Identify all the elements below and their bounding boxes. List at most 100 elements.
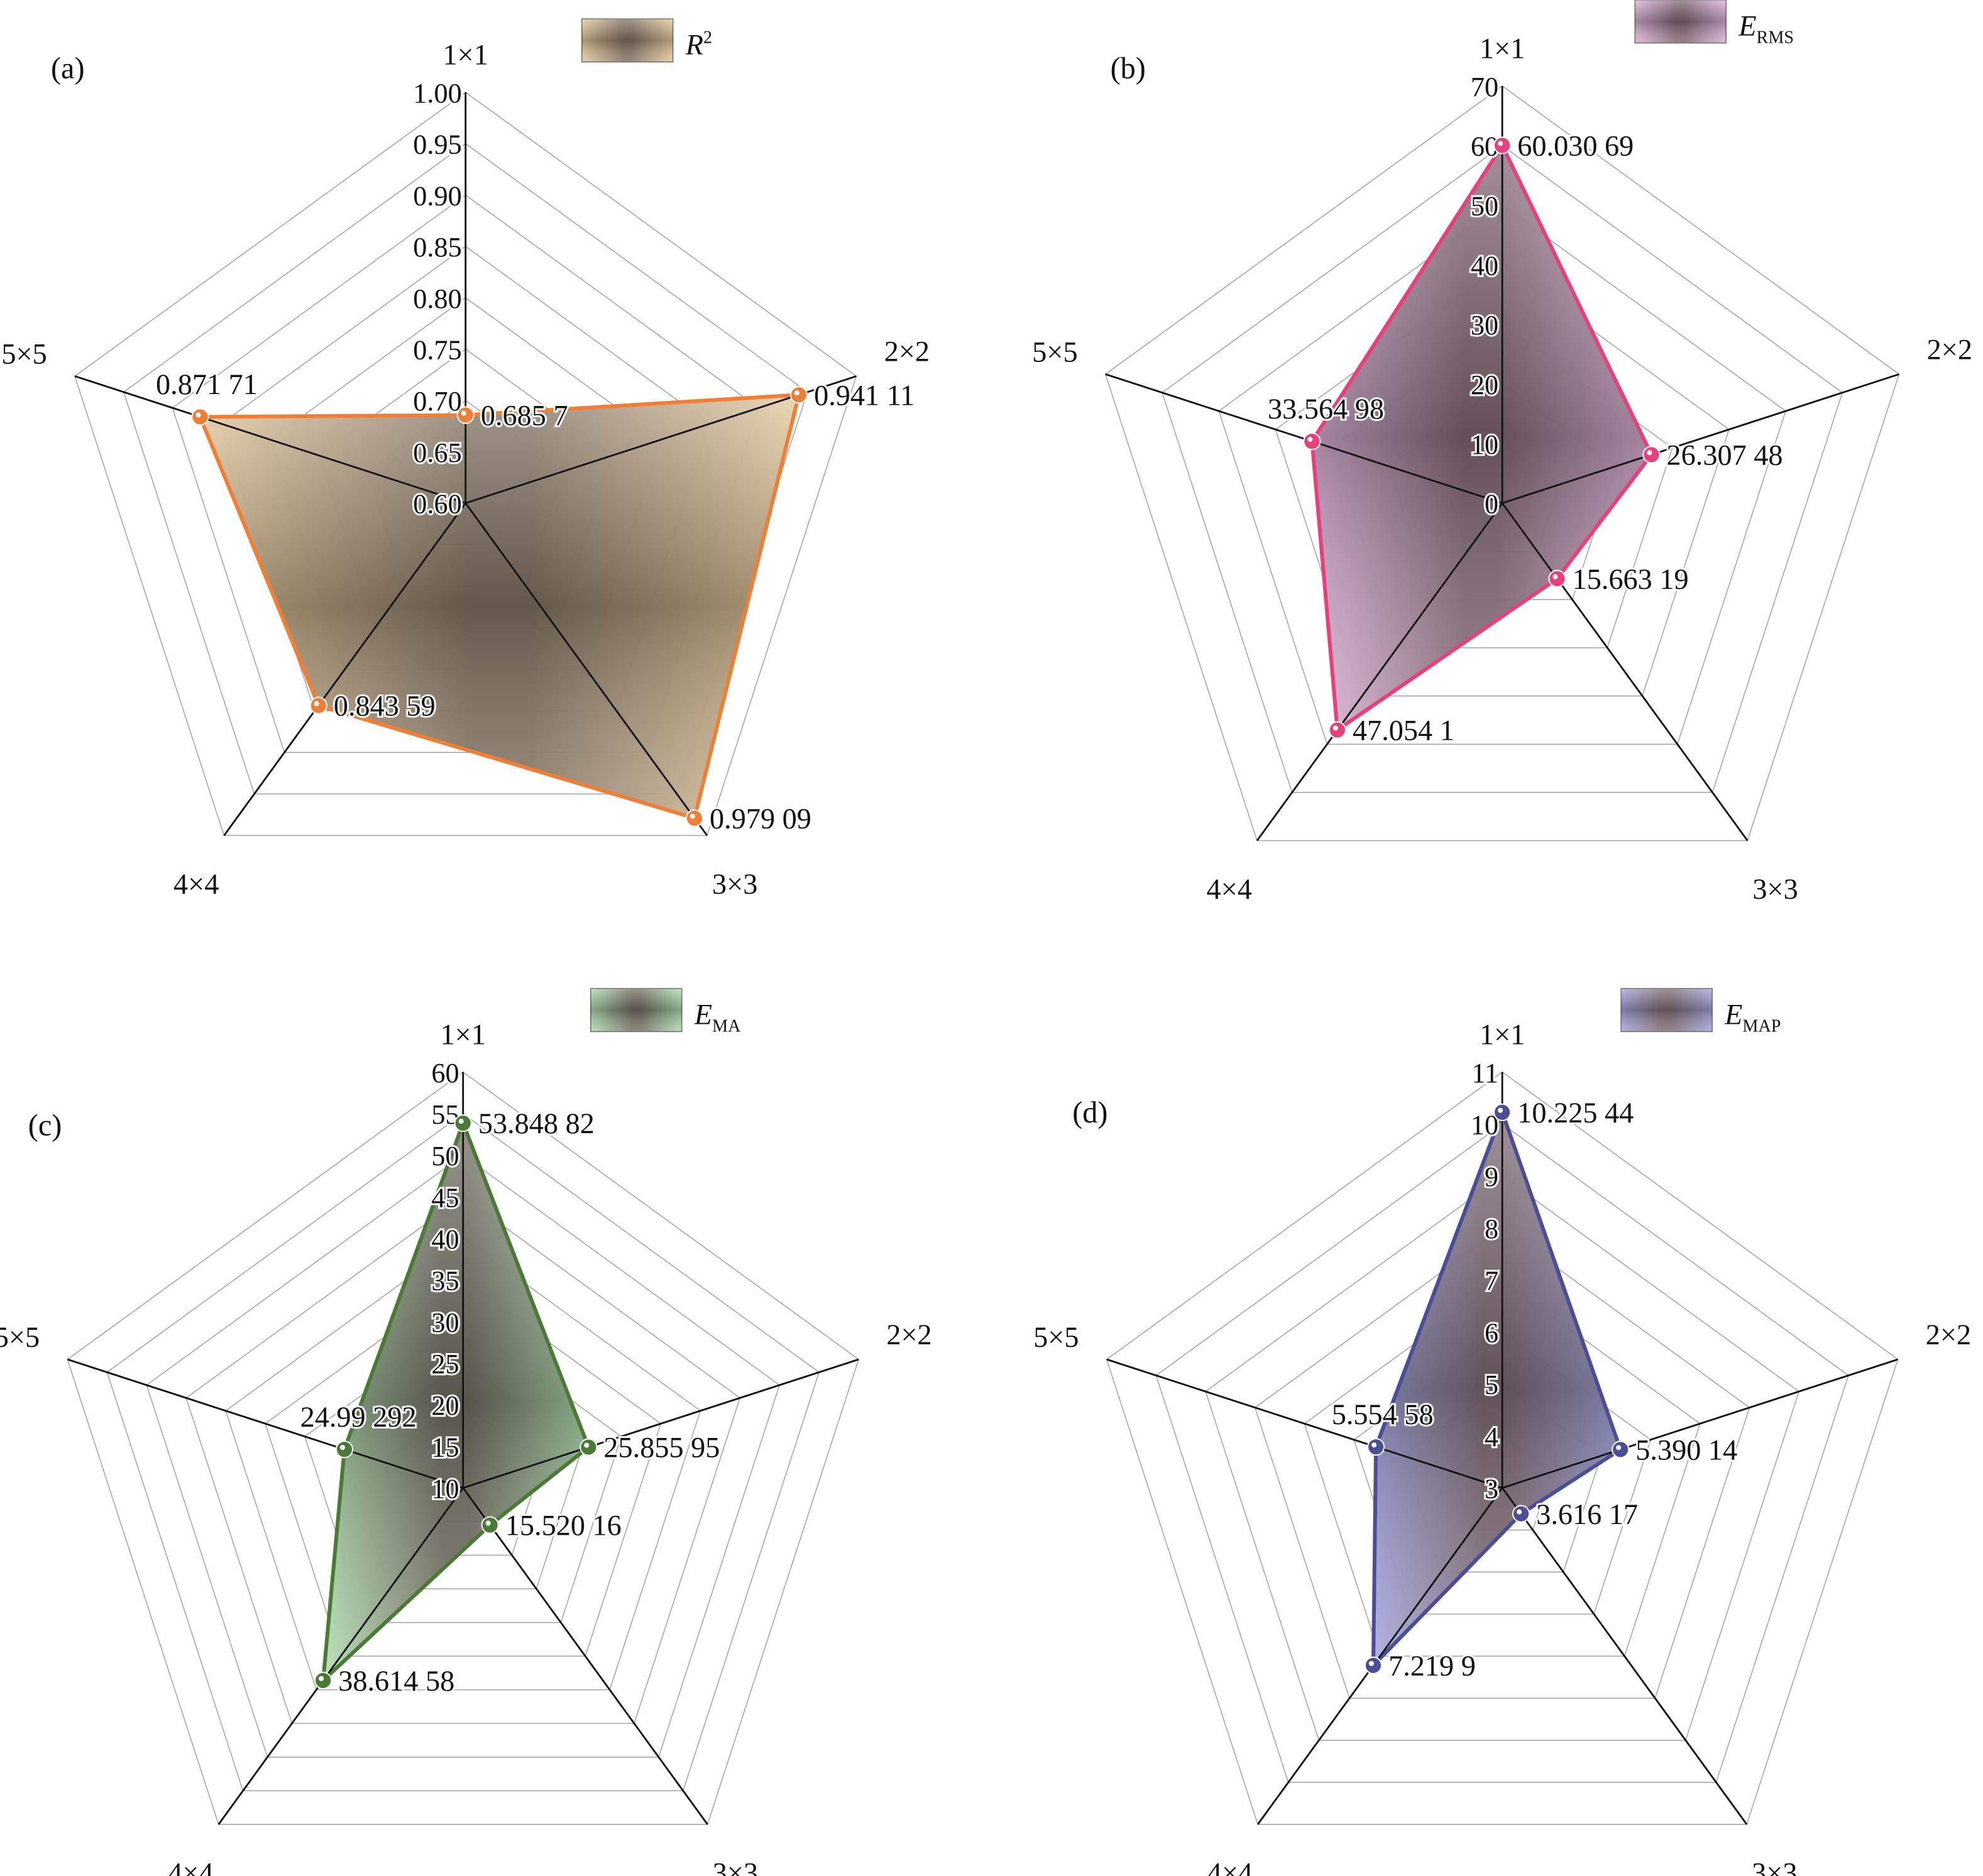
axis-line-2×2	[1502, 1358, 1898, 1489]
data-point-highlight	[1552, 574, 1558, 579]
data-point-highlight	[458, 1119, 464, 1124]
legend-sub: MA	[712, 1016, 741, 1036]
tick-label: 10	[431, 1474, 459, 1505]
data-point	[685, 809, 703, 827]
data-point-highlight	[1517, 1509, 1522, 1515]
data-point	[454, 1114, 472, 1133]
value-label: 0.979 09	[710, 803, 811, 835]
category-label: 5×5	[1032, 336, 1077, 368]
data-point-highlight	[1498, 141, 1503, 146]
legend-sup: 2	[703, 28, 712, 47]
data-point	[1364, 1656, 1383, 1674]
grid-ring	[304, 1320, 622, 1623]
series-outline	[321, 1121, 591, 1682]
category-label: 3×3	[713, 1857, 758, 1876]
tick-label: 40	[431, 1224, 459, 1255]
legend-label: EMAP	[1724, 999, 1781, 1036]
tick-label: 35	[431, 1266, 459, 1297]
data-point-highlight	[314, 701, 319, 706]
tick-label: 60	[1471, 131, 1498, 162]
grid-ring	[185, 1196, 741, 1725]
category-label: 2×2	[1927, 334, 1972, 366]
value-label: 33.564 98	[1268, 393, 1384, 425]
category-label: 1×1	[443, 40, 488, 72]
axis-line-3×3	[462, 1487, 708, 1825]
data-point	[1612, 1440, 1630, 1459]
tick-label: 30	[1471, 310, 1498, 341]
data-point-highlight	[1307, 437, 1313, 442]
tick-label: 3	[1485, 1474, 1498, 1505]
legend-main: E	[1724, 999, 1742, 1031]
category-label: 2×2	[886, 1319, 931, 1351]
legend-sub: RMS	[1757, 28, 1794, 47]
tick-label: 10	[1471, 429, 1498, 460]
axis-line-3×3	[1501, 1487, 1748, 1825]
panel-label: (a)	[51, 52, 85, 85]
category-label: 4×4	[1207, 874, 1252, 906]
value-label: 26.307 48	[1667, 440, 1783, 472]
value-label: 0.871 71	[156, 369, 258, 401]
value-label: 60.030 69	[1517, 130, 1634, 162]
data-point-highlight	[794, 390, 799, 396]
tick-label: 0.85	[413, 232, 461, 263]
axis-line-2×2	[1502, 373, 1899, 504]
category-label: 5×5	[1, 338, 47, 370]
value-label: 7.219 9	[1388, 1650, 1476, 1682]
value-label: 25.855 95	[603, 1432, 720, 1464]
grid-ring	[1304, 1279, 1701, 1657]
radar-panel-0: 1×1 2×2 3×3 4×4 5×5 0.60 0.65 0.70 0.75 0.80 0.85 0…	[1, 18, 930, 901]
data-point	[314, 1671, 332, 1689]
axis-line-4×4	[223, 502, 466, 837]
value-label: 53.848 82	[478, 1108, 595, 1140]
data-point-highlight	[1368, 1660, 1374, 1666]
grid-ring	[1106, 1071, 1899, 1825]
data-point	[789, 386, 808, 404]
data-point	[1642, 446, 1661, 464]
panel-label: (c)	[28, 1109, 62, 1142]
grid-ring	[123, 143, 808, 795]
axis-line-5×5	[74, 375, 466, 504]
grid-ring	[1353, 1331, 1652, 1615]
grid-ring	[1275, 264, 1730, 697]
tick-label: 0.80	[413, 283, 461, 314]
data-point	[1493, 1103, 1512, 1121]
category-label: 5×5	[0, 1322, 40, 1354]
value-label: 0.843 59	[334, 691, 436, 723]
tick-label: 40	[1471, 250, 1498, 281]
data-point	[456, 406, 475, 424]
axis-line-5×5	[1106, 1358, 1503, 1489]
grid-ring	[1162, 145, 1843, 793]
grid-ring	[74, 91, 857, 837]
grid-ring	[106, 1112, 820, 1792]
legend-swatch-shade	[1621, 988, 1713, 1032]
value-label: 38.614 58	[338, 1665, 454, 1698]
legend-swatch-shade	[590, 988, 682, 1032]
tick-label: 0.95	[413, 129, 461, 160]
tick-label: 50	[1471, 191, 1498, 222]
data-point-highlight	[1498, 1107, 1503, 1113]
legend-label: EMA	[694, 999, 741, 1036]
data-point	[481, 1516, 499, 1534]
legend-sub: MAP	[1742, 1016, 1781, 1036]
grid-ring	[67, 1071, 860, 1825]
tick-label: 60	[431, 1058, 459, 1089]
radar-panel-2: 1×12×23×34×45×5101520253035404550556053.…	[0, 988, 932, 1876]
data-point-highlight	[584, 1442, 590, 1448]
legend-main: E	[1738, 10, 1756, 42]
data-point	[1493, 136, 1512, 155]
legend-label: R2	[685, 28, 712, 61]
tick-label: 45	[431, 1182, 459, 1213]
series-outline	[1310, 143, 1654, 732]
legend-label: ERMS	[1738, 10, 1794, 47]
data-point	[1367, 1438, 1385, 1456]
category-label: 4×4	[168, 1857, 213, 1876]
axis-line-3×3	[1501, 502, 1749, 842]
legend-swatch-shade	[581, 19, 673, 62]
axis-line-4×4	[1256, 502, 1503, 842]
category-label: 4×4	[1207, 1857, 1253, 1876]
series-outline	[198, 393, 801, 820]
category-label: 1×1	[1480, 33, 1525, 65]
data-point-highlight	[319, 1676, 324, 1681]
data-point	[580, 1438, 598, 1456]
